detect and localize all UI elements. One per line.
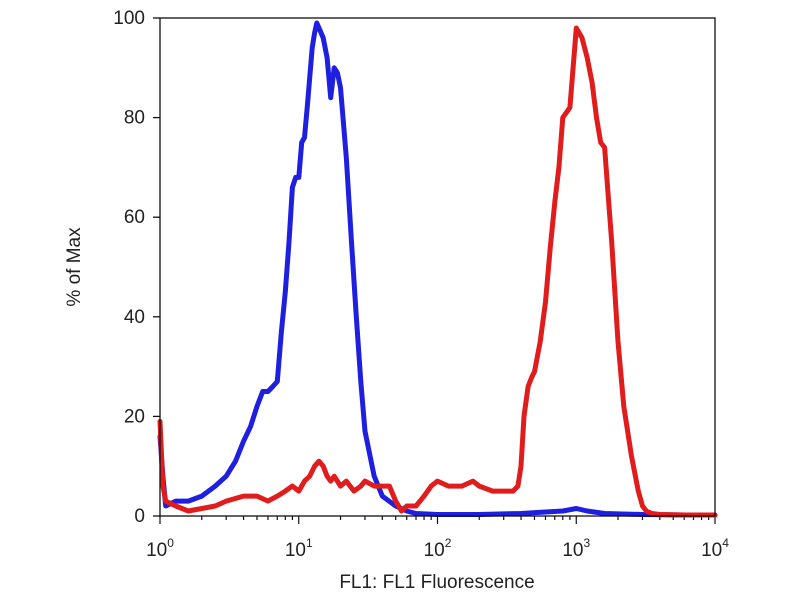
x-axis-ticks [159, 516, 716, 524]
x-tick-label: 104 [701, 536, 729, 561]
x-tick-label: 103 [562, 536, 590, 561]
histogram-series-line-2 [157, 25, 718, 518]
x-axis-title: FL1: FL1 Fluorescence [339, 572, 534, 593]
plot-frame [159, 17, 716, 517]
y-tick-label: 40 [124, 307, 145, 328]
x-tick-label: 102 [424, 536, 452, 561]
y-axis-tick-labels: 0 20 40 60 80 100 [113, 8, 145, 527]
x-axis-tick-labels: 100 101 102 103 104 [146, 536, 729, 561]
y-tick-label: 100 [113, 8, 145, 29]
y-tick-label: 0 [134, 506, 145, 527]
x-tick-label: 101 [285, 536, 313, 561]
y-tick-label: 80 [124, 108, 145, 129]
y-tick-label: 20 [124, 406, 145, 427]
series-layer [157, 20, 718, 518]
y-axis-ticks [153, 17, 160, 517]
y-axis-title: % of Max [64, 227, 85, 307]
histogram-series-line-1 [157, 20, 718, 518]
x-tick-label: 100 [146, 536, 174, 561]
y-tick-label: 60 [124, 207, 145, 228]
